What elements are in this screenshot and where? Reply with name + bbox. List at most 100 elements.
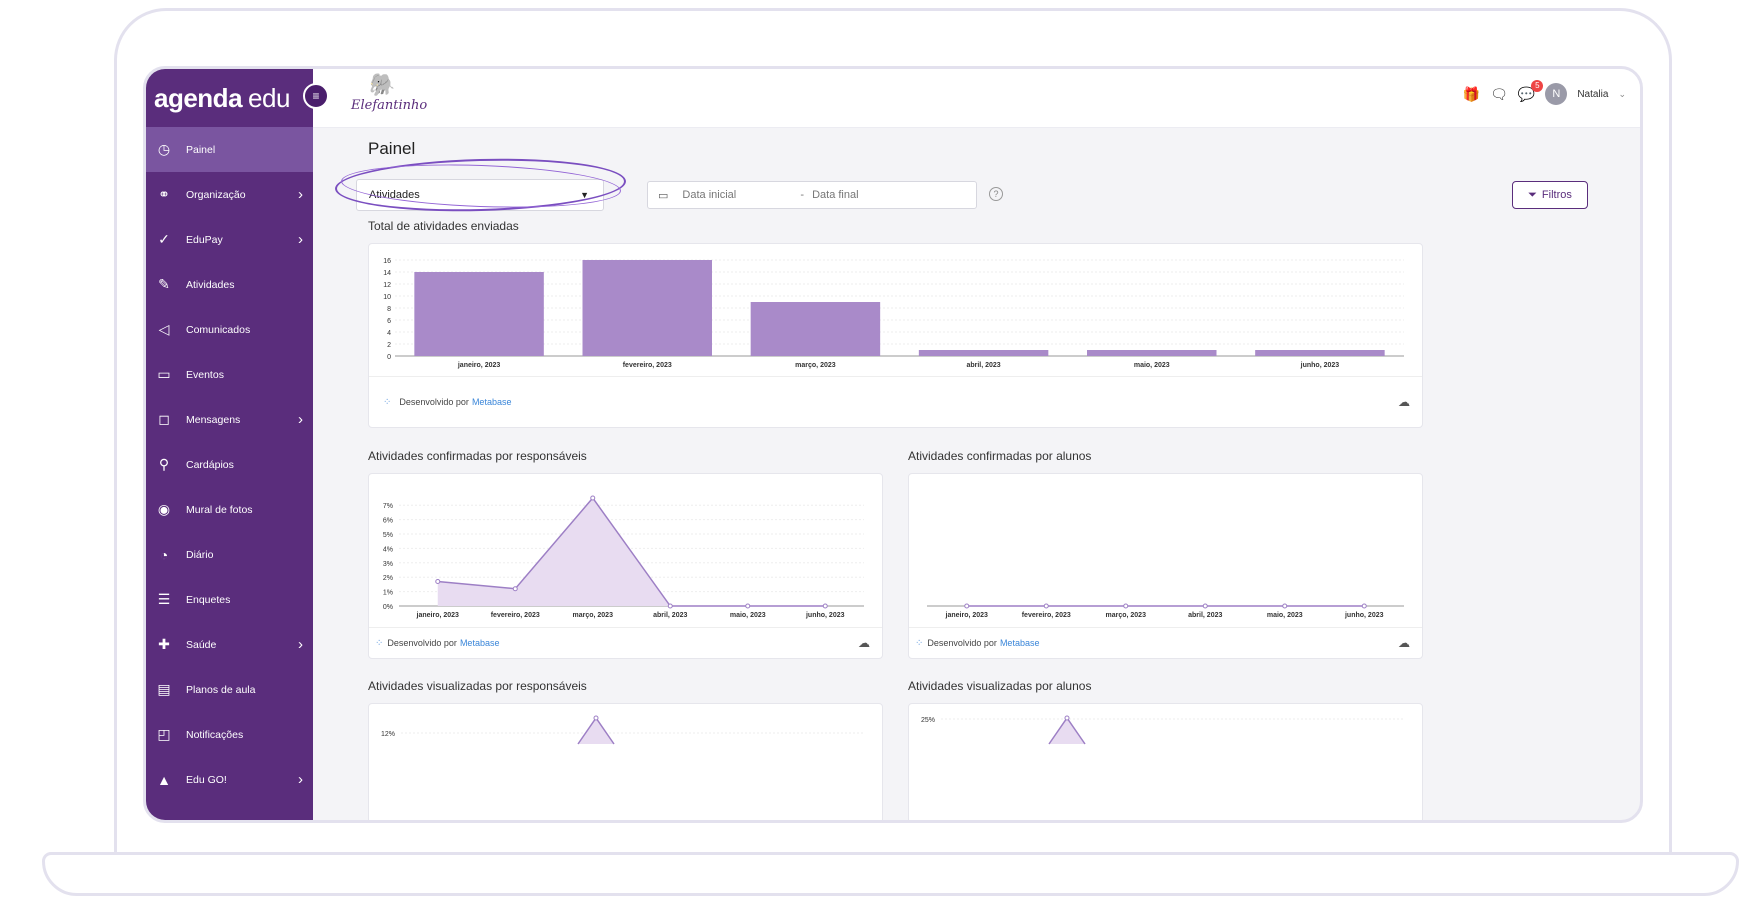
sidebar-item-edu-go[interactable]: ▲ Edu GO! ›	[146, 757, 313, 802]
filters-button[interactable]: ⏷ Filtros	[1512, 181, 1588, 209]
sidebar-item-cardapios[interactable]: ⚲ Cardápios	[146, 442, 313, 487]
sidebar-item-label: Eventos	[186, 368, 224, 381]
sidebar-item-label: Planos de aula	[186, 683, 256, 696]
y-tick-label: 4%	[383, 546, 393, 553]
sidebar-item-eventos[interactable]: ▭ Eventos	[146, 352, 313, 397]
y-tick-label: 10	[383, 294, 391, 301]
help-icon[interactable]: ?	[989, 187, 1003, 201]
notifications-icon[interactable]: 💬 5	[1518, 79, 1544, 103]
sidebar-item-diario[interactable]: ◔ Diário	[146, 532, 313, 577]
x-tick-label: maio, 2023	[730, 612, 766, 619]
chart-viewed-students-svg: 25%	[921, 715, 1404, 745]
sidebar-item-atividades[interactable]: ✎ Atividades	[146, 262, 313, 307]
data-point	[1361, 603, 1367, 609]
bar	[414, 272, 544, 356]
card-footer: ⁘ Desenvolvido por Metabase ☁	[369, 376, 1422, 427]
report-type-value: Atividades	[369, 189, 420, 201]
check-pen-icon: ✓	[158, 231, 170, 247]
y-tick-label: 2%	[383, 575, 393, 582]
sidebar-item-label: Edu GO!	[186, 773, 227, 786]
chevron-right-icon: ›	[298, 636, 303, 653]
data-point	[667, 603, 673, 609]
avatar[interactable]: N	[1545, 83, 1568, 105]
sidebar-item-label: Mensagens	[186, 413, 241, 426]
sidebar-item-planos-de-aula[interactable]: ▤ Planos de aula	[146, 667, 313, 712]
brand-light: edu	[248, 82, 290, 113]
data-point	[512, 586, 518, 592]
chart-total-svg: 0 2 4 6 8 10 12 14 16 janeiro, 2023 fevereiro, 202…	[383, 258, 1404, 369]
x-tick-label: maio, 2023	[1267, 612, 1303, 619]
y-tick-label: 5%	[383, 532, 393, 539]
notebook-icon: ▤	[157, 681, 171, 697]
sidebar-item-mural-de-fotos[interactable]: ◉ Mural de fotos	[146, 487, 313, 532]
menu-collapse-button[interactable]: ≡	[303, 83, 329, 109]
sidebar-item-organizacao[interactable]: ⚭ Organização ›	[146, 172, 313, 217]
y-tick-label: 7%	[383, 503, 393, 510]
chart-viewed-guardians-svg: 12%	[381, 715, 864, 745]
sidebar-item-enquetes[interactable]: ☰ Enquetes	[146, 577, 313, 622]
user-menu-caret-icon[interactable]: ⌄	[1618, 88, 1626, 99]
y-tick-label: 6	[387, 318, 391, 325]
data-point	[1043, 603, 1049, 609]
sidebar-item-comunicados[interactable]: ◁ Comunicados	[146, 307, 313, 352]
y-tick-label: 4	[387, 330, 391, 337]
megaphone-icon: ◁	[158, 321, 170, 337]
date-end-input[interactable]: Data final	[812, 189, 859, 201]
laptop-frame	[114, 8, 1672, 855]
org-icon: ⚭	[158, 186, 170, 202]
bell-icon: ◰	[157, 726, 171, 742]
sidebar-item-label: Painel	[186, 143, 216, 156]
brand-logo[interactable]: agenda edu	[146, 69, 313, 127]
data-point	[745, 603, 751, 609]
x-tick-label: maio, 2023	[1134, 362, 1170, 369]
chevron-right-icon: ›	[298, 771, 303, 788]
chart-card-total: 0 2 4 6 8 10 12 14 16 janeiro, 2023 fevereiro, 202…	[368, 243, 1423, 428]
download-icon[interactable]: ☁	[1398, 395, 1410, 409]
x-tick-label: janeiro, 2023	[457, 362, 501, 369]
y-tick-label: 0	[387, 354, 391, 361]
date-range-picker[interactable]: ▭ Data inicial - Data final	[647, 181, 977, 209]
chevron-right-icon: ›	[298, 186, 303, 203]
metabase-link[interactable]: Metabase	[459, 638, 500, 648]
download-icon[interactable]: ☁	[1398, 636, 1410, 650]
help-chat-icon[interactable]: 🗨	[1490, 85, 1508, 102]
sidebar-item-label: Cardápios	[186, 458, 234, 471]
bar	[918, 350, 1049, 356]
funnel-icon: ⏷	[1528, 188, 1537, 201]
sidebar-item-label: Comunicados	[186, 323, 251, 336]
sidebar-item-notificacoes[interactable]: ◰ Notificações	[146, 712, 313, 757]
data-point	[822, 603, 828, 609]
user-name[interactable]: Natalia	[1577, 88, 1609, 100]
x-tick-label: junho, 2023	[1344, 612, 1384, 619]
sidebar-item-edupay[interactable]: ✓ EduPay ›	[146, 217, 313, 262]
sidebar-item-label: Mural de fotos	[186, 503, 253, 516]
data-point	[1123, 603, 1129, 609]
download-icon[interactable]: ☁	[858, 636, 870, 650]
school-logo[interactable]: 🐘 Elefantinho	[351, 73, 427, 113]
x-tick-label: abril, 2023	[1188, 612, 1222, 619]
sidebar-item-painel[interactable]: ◷ Painel	[146, 127, 313, 172]
pencil-icon: ✎	[158, 276, 170, 292]
metabase-icon: ⁘	[915, 637, 924, 649]
sidebar-item-mensagens[interactable]: ◻ Mensagens ›	[146, 397, 313, 442]
data-point	[593, 715, 599, 721]
metabase-link[interactable]: Metabase	[471, 397, 512, 407]
sidebar-item-label: EduPay	[186, 233, 223, 246]
date-start-input[interactable]: Data inicial	[682, 189, 737, 201]
area-fill	[578, 718, 614, 744]
elephant-icon: 🐘	[367, 73, 395, 98]
report-type-select[interactable]: Atividades ▼	[356, 179, 604, 211]
chart-card-confirmed-guardians: 0% 1% 2% 3% 4% 5% 6% 7% janeiro, 2023 fevereiro, …	[368, 473, 883, 659]
card-footer: ⁘ Desenvolvido por Metabase ☁	[909, 627, 1422, 658]
sidebar-item-label: Enquetes	[186, 593, 231, 606]
section-title-viewed-students: Atividades visualizadas por alunos	[908, 679, 1092, 693]
x-tick-label: janeiro, 2023	[416, 612, 460, 619]
y-tick-label: 8	[387, 306, 391, 313]
section-title-confirmed-students: Atividades confirmadas por alunos	[908, 449, 1092, 463]
sidebar-item-saude[interactable]: ✚ Saúde ›	[146, 622, 313, 667]
bar	[1087, 350, 1217, 356]
data-point	[1064, 715, 1070, 721]
metabase-link[interactable]: Metabase	[999, 638, 1040, 648]
gift-icon[interactable]: 🎁	[1462, 85, 1481, 102]
date-separator: -	[800, 189, 805, 201]
